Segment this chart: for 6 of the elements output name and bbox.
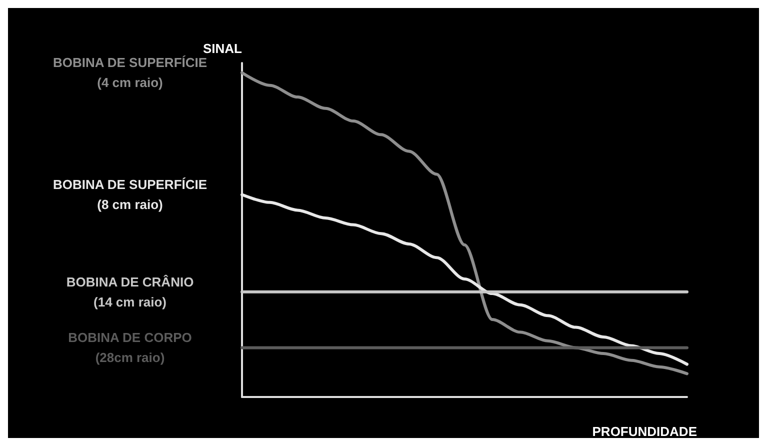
text: BOBINA DE SUPERFÍCIE (4 cm raio)	[52, 55, 208, 90]
text: BOBINA DE CRÂNIO (14 cm raio)	[66, 274, 194, 310]
x-axis-title: PROFUNDIDADE	[592, 424, 698, 439]
text: BOBINA DE SUPERFÍCIE (8 cm raio)	[52, 177, 208, 212]
y-axis-title: SINAL	[203, 41, 242, 56]
text: BOBINA DE CORPO (28cm raio)	[68, 330, 192, 366]
